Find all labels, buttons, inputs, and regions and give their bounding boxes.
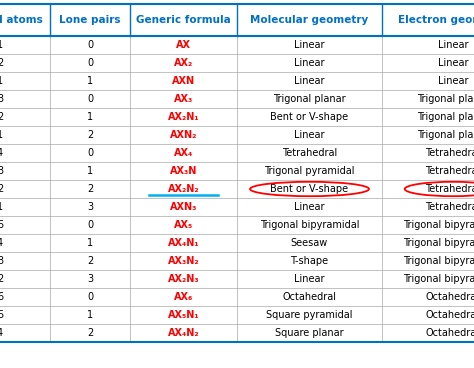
Text: 3: 3 bbox=[87, 202, 93, 212]
Text: Tetrahedral: Tetrahedral bbox=[425, 166, 474, 176]
Text: AX₄N₁: AX₄N₁ bbox=[168, 238, 199, 248]
Text: 4: 4 bbox=[0, 148, 3, 158]
Text: AXN₂: AXN₂ bbox=[170, 130, 197, 140]
Text: AX₂N₁: AX₂N₁ bbox=[168, 112, 199, 122]
Text: Linear: Linear bbox=[294, 40, 325, 50]
Text: AX₂N₂: AX₂N₂ bbox=[168, 184, 199, 194]
Text: T-shape: T-shape bbox=[291, 256, 328, 266]
Text: Trigonal bipyramidal: Trigonal bipyramidal bbox=[403, 256, 474, 266]
Text: AX₃: AX₃ bbox=[174, 94, 193, 104]
Text: 2: 2 bbox=[0, 274, 3, 284]
Text: Tetrahedral: Tetrahedral bbox=[282, 148, 337, 158]
Text: Linear: Linear bbox=[438, 58, 468, 68]
Text: Octahedral: Octahedral bbox=[426, 328, 474, 338]
Text: AX₄: AX₄ bbox=[174, 148, 193, 158]
Text: 1: 1 bbox=[87, 166, 93, 176]
Text: 4: 4 bbox=[0, 328, 3, 338]
Text: 5: 5 bbox=[0, 220, 3, 230]
Text: AX₆: AX₆ bbox=[174, 292, 193, 302]
Text: Bent or V-shape: Bent or V-shape bbox=[271, 184, 348, 194]
Text: Tetrahedral: Tetrahedral bbox=[425, 148, 474, 158]
Text: 3: 3 bbox=[0, 94, 3, 104]
Text: Linear: Linear bbox=[294, 76, 325, 86]
Text: Octahedral: Octahedral bbox=[426, 292, 474, 302]
Text: AX₃N₂: AX₃N₂ bbox=[168, 256, 199, 266]
Text: Tetrahedral: Tetrahedral bbox=[425, 202, 474, 212]
Text: 1: 1 bbox=[0, 76, 3, 86]
Text: 3: 3 bbox=[0, 256, 3, 266]
Text: AX₄N₂: AX₄N₂ bbox=[168, 328, 199, 338]
Text: Linear: Linear bbox=[294, 202, 325, 212]
Text: Trigonal planar: Trigonal planar bbox=[417, 112, 474, 122]
Text: 1: 1 bbox=[0, 202, 3, 212]
Text: Trigonal bipyramidal: Trigonal bipyramidal bbox=[403, 238, 474, 248]
Text: Square pyramidal: Square pyramidal bbox=[266, 310, 353, 320]
Text: AX: AX bbox=[176, 40, 191, 50]
Text: 2: 2 bbox=[87, 130, 93, 140]
Text: 0: 0 bbox=[87, 220, 93, 230]
Text: Linear: Linear bbox=[438, 76, 468, 86]
Text: Octahedral: Octahedral bbox=[426, 310, 474, 320]
Text: Trigonal bipyramidal: Trigonal bipyramidal bbox=[260, 220, 359, 230]
Text: Trigonal planar: Trigonal planar bbox=[417, 94, 474, 104]
Text: AX₂N₃: AX₂N₃ bbox=[168, 274, 199, 284]
Text: Electron geometry: Electron geometry bbox=[398, 15, 474, 25]
Text: Trigonal bipyramidal: Trigonal bipyramidal bbox=[403, 274, 474, 284]
Text: 0: 0 bbox=[87, 292, 93, 302]
Text: 0: 0 bbox=[87, 148, 93, 158]
Text: 1: 1 bbox=[0, 40, 3, 50]
Text: Linear: Linear bbox=[294, 58, 325, 68]
Text: Square planar: Square planar bbox=[275, 328, 344, 338]
Text: AX₃N: AX₃N bbox=[170, 166, 197, 176]
Text: 4: 4 bbox=[0, 238, 3, 248]
Text: Trigonal planar: Trigonal planar bbox=[417, 130, 474, 140]
Text: 5: 5 bbox=[0, 310, 3, 320]
Text: AX₂: AX₂ bbox=[174, 58, 193, 68]
Text: Tetrahedral: Tetrahedral bbox=[425, 184, 474, 194]
Text: Trigonal planar: Trigonal planar bbox=[273, 94, 346, 104]
Text: 3: 3 bbox=[87, 274, 93, 284]
Text: 1: 1 bbox=[87, 76, 93, 86]
Text: 2: 2 bbox=[0, 58, 3, 68]
Text: Linear: Linear bbox=[438, 40, 468, 50]
Text: 2: 2 bbox=[0, 184, 3, 194]
Text: Linear: Linear bbox=[294, 274, 325, 284]
Text: Trigonal bipyramidal: Trigonal bipyramidal bbox=[403, 220, 474, 230]
Text: Bent or V-shape: Bent or V-shape bbox=[271, 112, 348, 122]
Text: Trigonal pyramidal: Trigonal pyramidal bbox=[264, 166, 355, 176]
Text: 6: 6 bbox=[0, 292, 3, 302]
Text: AXN: AXN bbox=[172, 76, 195, 86]
Text: 1: 1 bbox=[0, 130, 3, 140]
Text: 3: 3 bbox=[0, 166, 3, 176]
Text: Generic formula: Generic formula bbox=[136, 15, 231, 25]
Text: Lone pairs: Lone pairs bbox=[59, 15, 121, 25]
Text: AXN₃: AXN₃ bbox=[170, 202, 197, 212]
Text: Molecular geometry: Molecular geometry bbox=[250, 15, 369, 25]
Text: 1: 1 bbox=[87, 310, 93, 320]
Text: 2: 2 bbox=[87, 256, 93, 266]
Text: AX₅N₁: AX₅N₁ bbox=[168, 310, 199, 320]
Text: 2: 2 bbox=[0, 112, 3, 122]
Text: AX₅: AX₅ bbox=[174, 220, 193, 230]
Text: 1: 1 bbox=[87, 112, 93, 122]
Text: 1: 1 bbox=[87, 238, 93, 248]
Text: 0: 0 bbox=[87, 58, 93, 68]
Text: Bonded atoms: Bonded atoms bbox=[0, 15, 42, 25]
Text: 2: 2 bbox=[87, 184, 93, 194]
Text: Seesaw: Seesaw bbox=[291, 238, 328, 248]
Text: 2: 2 bbox=[87, 328, 93, 338]
Text: Octahedral: Octahedral bbox=[283, 292, 337, 302]
Text: 0: 0 bbox=[87, 94, 93, 104]
Text: Linear: Linear bbox=[294, 130, 325, 140]
Text: 0: 0 bbox=[87, 40, 93, 50]
